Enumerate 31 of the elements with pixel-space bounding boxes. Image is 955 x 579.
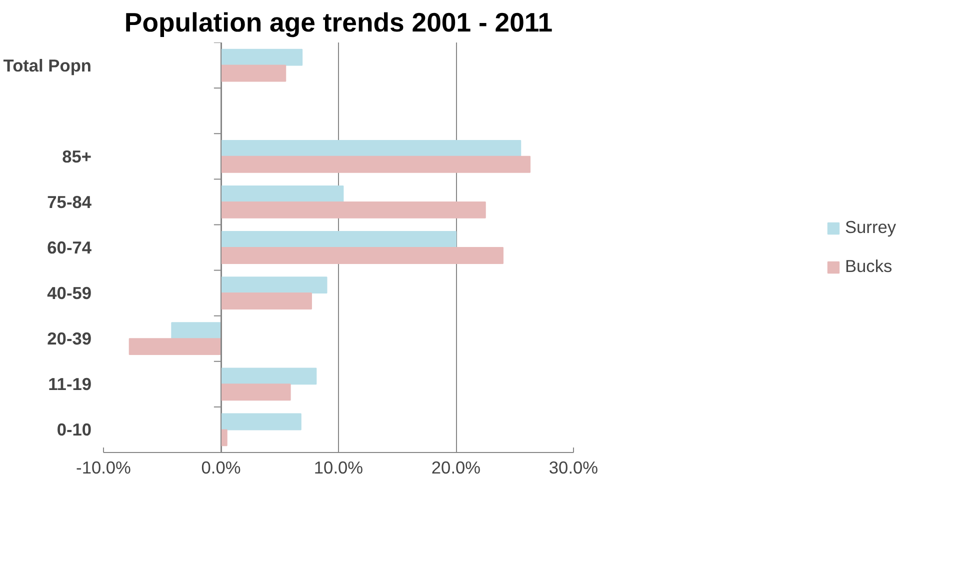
bar — [171, 322, 222, 340]
bar — [220, 156, 531, 173]
y-tick-label: 75-84 — [47, 192, 92, 212]
x-tick-label: 0.0% — [201, 458, 241, 478]
y-tick-label: 60-74 — [47, 238, 92, 258]
bar — [220, 292, 312, 310]
x-tick-label: -10.0% — [76, 458, 131, 478]
y-tick-label: 40-59 — [47, 283, 92, 304]
y-tick-label: 0-10 — [56, 420, 92, 440]
legend-label: Bucks — [844, 256, 892, 277]
bar — [220, 48, 303, 66]
y-tick-label: 20-39 — [47, 328, 92, 349]
y-tick-label: 11-19 — [48, 374, 92, 394]
bar — [220, 247, 504, 264]
chart-title: Population age trends 2001 - 2011 — [124, 8, 553, 38]
bar — [220, 231, 456, 248]
legend-label: Surrey — [844, 217, 896, 238]
x-tick-label: 20.0% — [431, 458, 481, 478]
bar — [220, 413, 302, 430]
x-tick-label: 10.0% — [314, 458, 364, 478]
bar — [220, 64, 286, 82]
x-tick-label: 30.0% — [548, 458, 598, 478]
bar — [128, 338, 222, 356]
bar — [220, 201, 486, 218]
y-tick-label: 85+ — [62, 146, 92, 166]
bar — [220, 368, 317, 385]
bar — [220, 384, 291, 401]
bar — [220, 186, 344, 202]
y-tick-label: Total Popn — [3, 55, 92, 76]
bar — [220, 276, 328, 294]
bar — [220, 140, 522, 157]
